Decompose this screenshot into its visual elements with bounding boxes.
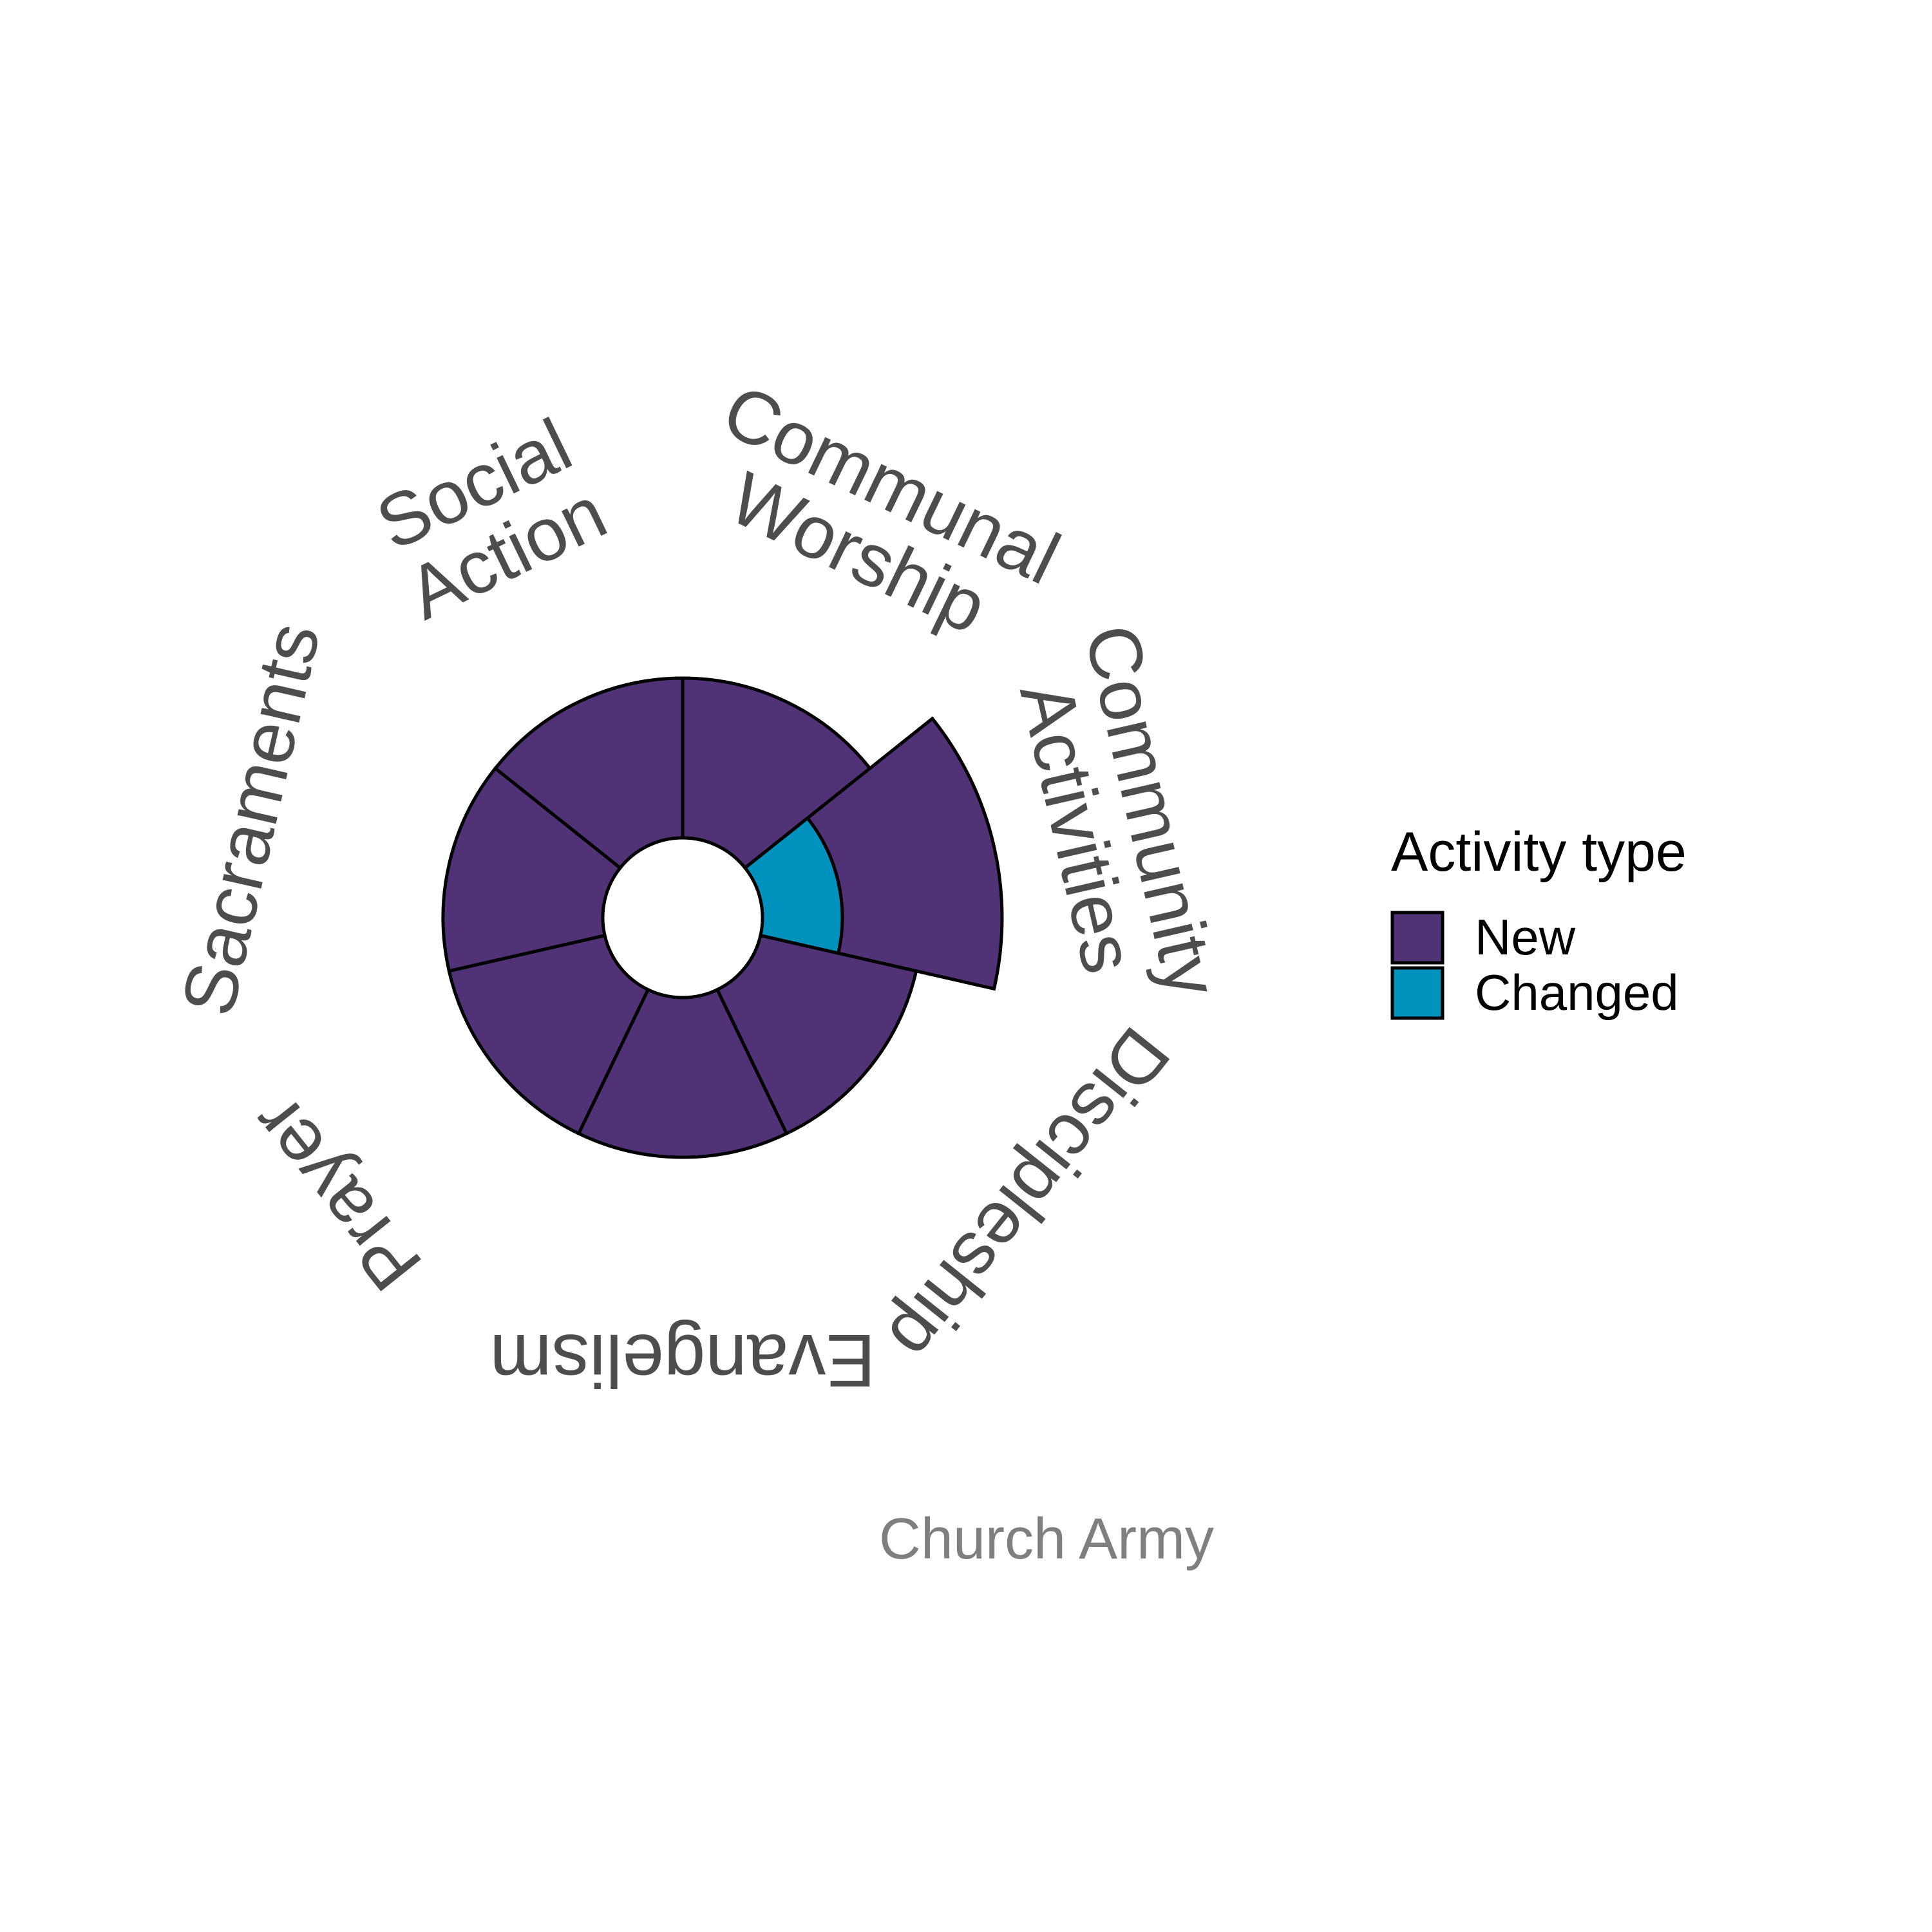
- legend-label-changed: Changed: [1475, 964, 1679, 1021]
- caption: Church Army: [879, 1507, 1214, 1571]
- bar-new-prayer: [447, 933, 650, 1136]
- bar-new-community-activities: [805, 716, 1004, 991]
- legend-key-new: [1390, 911, 1444, 965]
- category-labels: CommunalWorshipCommunityActivitiesDiscip…: [166, 368, 1235, 1403]
- bars: [441, 676, 1004, 1159]
- category-label-discipleship: Discipleship: [872, 1012, 1186, 1376]
- category-label-social-action: SocialAction: [362, 401, 618, 635]
- category-label-sacraments: Sacraments: [166, 616, 336, 1023]
- legend-label-new: New: [1475, 909, 1576, 965]
- bar-new-evangelism: [576, 987, 789, 1159]
- category-label-evangelism: Evangelism: [489, 1319, 876, 1403]
- category-label-community-activities: CommunityActivities: [995, 617, 1235, 1021]
- bar-new-sacraments: [441, 766, 623, 973]
- category-label-communal-worship: CommunalWorship: [677, 368, 1072, 669]
- bar-new-social-action: [493, 676, 685, 871]
- legend-key-changed: [1390, 966, 1444, 1020]
- legend-title: Activity type: [1391, 821, 1687, 883]
- bar-new-communal-worship: [681, 676, 873, 871]
- legend: Activity type New Changed: [1390, 821, 1687, 1021]
- category-label-prayer: Prayer: [235, 1082, 438, 1306]
- bar-new-discipleship: [715, 933, 918, 1136]
